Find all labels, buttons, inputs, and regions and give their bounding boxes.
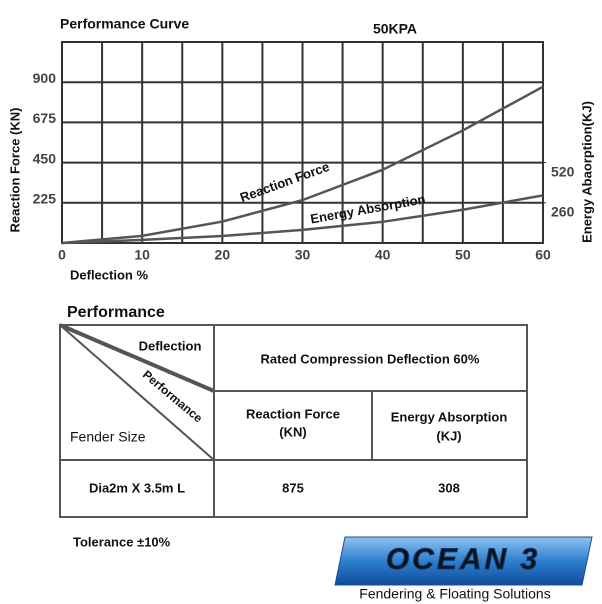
y-tick-label: 900 — [33, 70, 57, 86]
chart-title: Performance Curve — [60, 16, 189, 32]
table-cell: 875 — [282, 480, 304, 495]
note: Tolerance ±10% — [73, 534, 171, 549]
column-header: Reaction Force — [246, 406, 340, 421]
series-label: Energy Absorption — [309, 191, 426, 226]
x-tick-label: 40 — [375, 247, 391, 263]
table-cell: Dia2m X 3.5m L — [89, 480, 185, 495]
column-header: (KN) — [279, 424, 306, 439]
y-tick-label: 675 — [33, 110, 57, 126]
corner-label: Deflection — [139, 338, 202, 353]
chart-subtitle: 50KPA — [373, 21, 417, 37]
y-tick-label: 450 — [33, 150, 57, 166]
column-header: Energy Absorption — [391, 409, 508, 424]
table-frame — [59, 323, 528, 518]
y2-tick-label: 520 — [551, 163, 575, 179]
table-cell: 308 — [438, 480, 460, 495]
x-axis-label: Deflection % — [70, 267, 148, 282]
x-tick-label: 50 — [455, 247, 471, 263]
logo-tagline: Fendering & Floating Solutions — [359, 586, 550, 602]
logo-badge — [334, 536, 593, 586]
plot: 0 10 20 30 40 50 60 225 450 675 900 260 520 Reaction … — [33, 41, 575, 263]
x-tick-label: 0 — [58, 247, 66, 263]
table-title: Performance — [67, 304, 165, 321]
x-tick-label: 10 — [134, 247, 150, 263]
x-tick-label: 60 — [535, 247, 551, 263]
series-line — [61, 194, 544, 245]
x-tick-label: 20 — [215, 247, 231, 263]
y2-axis-label: Energy Abaorption(KJ) — [579, 101, 594, 243]
y2-tick-label: 260 — [551, 204, 575, 220]
x-tick-label: 30 — [295, 247, 311, 263]
span-header: Rated Compression Deflection 60% — [261, 351, 480, 366]
column-header: (KJ) — [436, 428, 461, 443]
series-label: Reaction Force — [238, 159, 331, 205]
corner-label: Performance — [140, 367, 205, 425]
logo-name: OCEAN 3 — [386, 543, 540, 576]
series-line — [61, 85, 544, 245]
y-tick-label: 225 — [33, 191, 57, 207]
y-axis-label: Reaction Force (KN) — [7, 108, 22, 233]
corner-label: Fender Size — [70, 429, 146, 445]
